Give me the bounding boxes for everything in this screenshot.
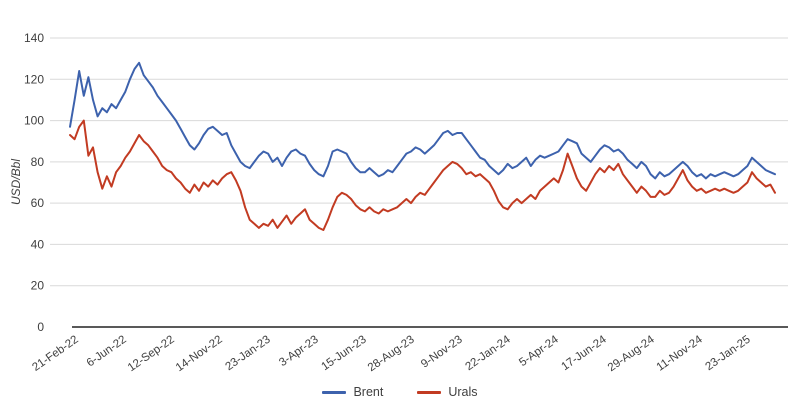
- x-tick-label-23-Jan-25: 23-Jan-25: [703, 334, 752, 374]
- y-tick-label-140: 140: [24, 31, 44, 45]
- x-tick-label-11-Nov-24: 11-Nov-24: [655, 333, 706, 373]
- legend-label-urals: Urals: [448, 385, 478, 399]
- y-tick-label-0: 0: [37, 320, 44, 334]
- x-tick-label-21-Feb-22: 21-Feb-22: [30, 334, 80, 374]
- series-line-brent: [69, 61, 776, 180]
- x-tick-label-15-Jun-23: 15-Jun-23: [319, 334, 368, 374]
- x-tick-label-17-Jun-24: 17-Jun-24: [559, 333, 609, 373]
- x-tick-label-28-Aug-23: 28-Aug-23: [366, 334, 417, 375]
- x-tick-label-12-Sep-22: 12-Sep-22: [126, 334, 177, 375]
- x-tick-label-14-Nov-22: 14-Nov-22: [174, 334, 225, 375]
- x-tick-label-5-Apr-24: 5-Apr-24: [517, 333, 561, 369]
- x-tick-label-6-Jun-22: 6-Jun-22: [85, 334, 129, 370]
- legend: Brent Urals: [0, 385, 800, 399]
- y-tick-label-100: 100: [24, 114, 44, 128]
- y-tick-label-20: 20: [31, 279, 45, 293]
- x-tick-label-3-Apr-23: 3-Apr-23: [277, 334, 321, 369]
- y-axis-title-text: USD/Bbl: [9, 159, 23, 206]
- y-tick-label-40: 40: [31, 237, 45, 251]
- y-axis-title: USD/Bbl: [9, 102, 23, 262]
- legend-item-brent: Brent: [322, 385, 383, 399]
- series-line-urals: [69, 119, 776, 231]
- y-tick-label-80: 80: [31, 155, 45, 169]
- x-tick-label-22-Jan-24: 22-Jan-24: [463, 333, 513, 373]
- x-tick-label-23-Jan-23: 23-Jan-23: [223, 334, 272, 374]
- legend-item-urals: Urals: [417, 385, 478, 399]
- legend-label-brent: Brent: [353, 385, 384, 399]
- y-tick-label-120: 120: [24, 72, 44, 86]
- x-tick-label-9-Nov-23: 9-Nov-23: [419, 334, 465, 371]
- legend-swatch-urals: [417, 390, 442, 394]
- y-tick-label-60: 60: [31, 196, 45, 210]
- x-tick-label-29-Aug-24: 29-Aug-24: [606, 333, 657, 374]
- legend-swatch-brent: [322, 390, 347, 394]
